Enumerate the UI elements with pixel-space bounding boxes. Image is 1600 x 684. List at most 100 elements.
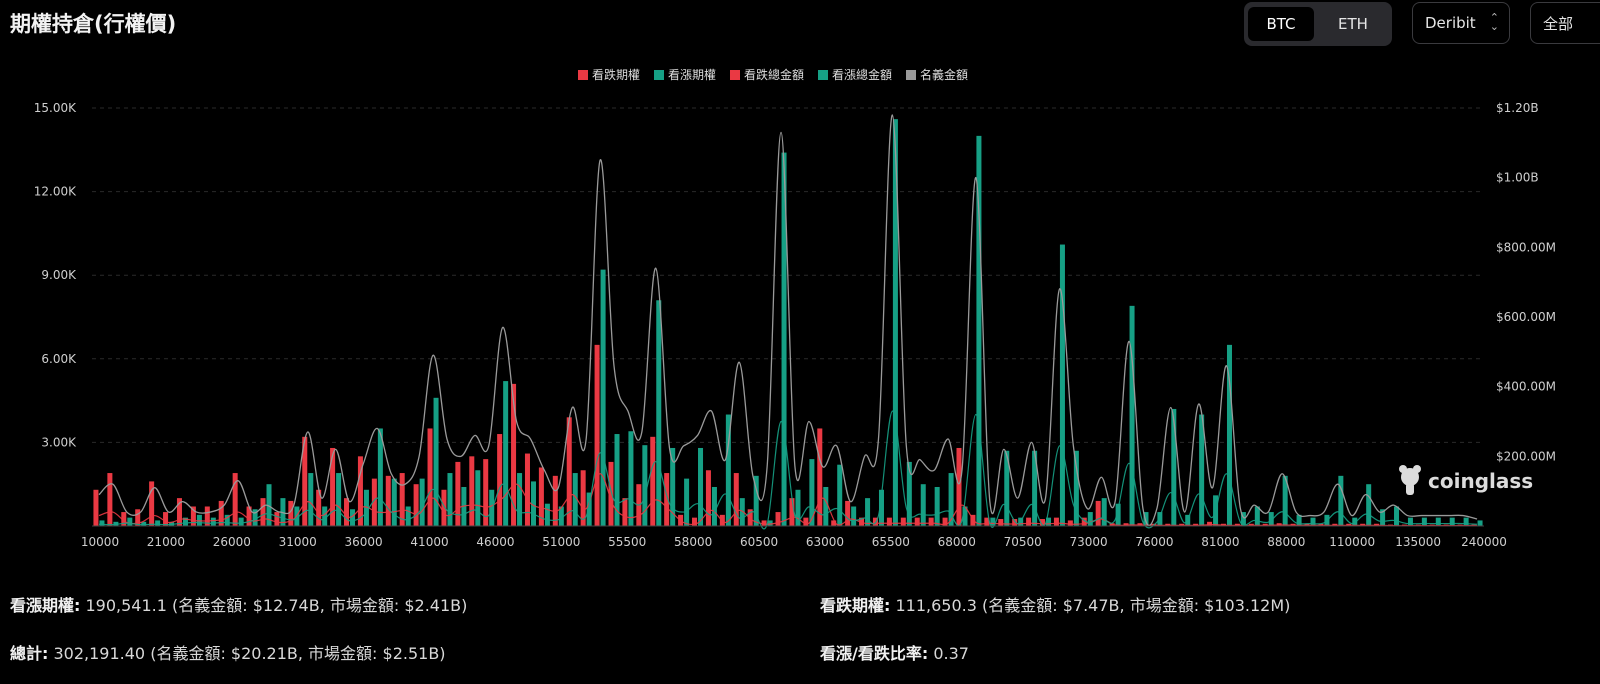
legend-label: 看漲總金額 [832, 67, 892, 82]
put-bar [789, 498, 795, 526]
call-bar [1004, 450, 1010, 526]
put-bar [483, 459, 489, 526]
call-bar [210, 517, 216, 526]
put-bar [107, 473, 113, 526]
call-bar [1310, 517, 1316, 526]
put-bar [692, 517, 698, 526]
stat-puts-label: 看跌期權: [820, 596, 891, 615]
call-bar [795, 489, 801, 526]
put-bar [1067, 520, 1073, 526]
put-bar [817, 428, 823, 526]
put-bar [566, 417, 572, 526]
call-bar [962, 506, 968, 526]
put-bar [733, 473, 739, 526]
y-left-tick-label: 3.00K [41, 435, 77, 449]
call-bar [1129, 305, 1135, 526]
put-bar [900, 517, 906, 526]
put-bar [803, 517, 809, 526]
put-bar [664, 473, 670, 526]
call-bar [809, 459, 815, 526]
call-bar [739, 498, 745, 526]
call-bar [530, 481, 536, 526]
call-bar [656, 300, 662, 526]
call-bar [684, 478, 690, 526]
open-interest-chart: 看跌期權 看漲期權 看跌總金額 看漲總金額 名義金額 3.00K 6.00K 9.00K 12… [34, 67, 1556, 549]
put-bar [886, 517, 892, 526]
call-bar [572, 473, 578, 526]
stat-calls: 看漲期權: 190,541.1 (名義金額: $12.74B, 市場金額: $2… [10, 592, 467, 616]
put-bar [218, 500, 224, 526]
call-bar [865, 498, 871, 526]
value-lines [98, 114, 1478, 530]
put-bar [970, 514, 976, 526]
call-bar [1338, 475, 1344, 526]
tab-btc[interactable]: BTC [1248, 7, 1314, 41]
call-bar [544, 503, 550, 526]
call-bar [851, 506, 857, 526]
call-bar [698, 447, 704, 526]
call-bar [1268, 512, 1274, 526]
call-bar [1463, 517, 1469, 526]
call-bar [753, 475, 759, 526]
call-bar [670, 447, 676, 526]
expiry-select[interactable]: 全部 [1530, 2, 1600, 44]
put-bar [1026, 517, 1032, 526]
stat-total-label: 總計: [10, 644, 49, 663]
call-bar [586, 492, 592, 526]
put-bar [650, 436, 656, 526]
put-bar [1109, 523, 1115, 526]
legend-label: 看漲期權 [668, 68, 716, 82]
put-bar [274, 512, 280, 526]
x-tick-label: 21000 [147, 535, 185, 549]
x-tick-label: 36000 [345, 535, 383, 549]
call-bar [1143, 512, 1149, 526]
legend-label: 看跌期權 [592, 67, 640, 82]
x-tick-label: 26000 [213, 535, 251, 549]
call-bar [1254, 506, 1260, 526]
y-left-tick-label: 6.00K [41, 352, 77, 366]
put-bar [149, 481, 155, 526]
call-bar [141, 521, 147, 526]
put-bar [1095, 500, 1101, 526]
put-bar [246, 506, 252, 526]
x-tick-label: 31000 [279, 535, 317, 549]
put-bar [998, 519, 1004, 526]
put-bar [1053, 517, 1059, 526]
call-bar [1185, 514, 1191, 526]
put-bar [775, 512, 781, 526]
put-bar [135, 509, 141, 526]
put-bar [385, 475, 391, 526]
call-bar [517, 473, 523, 526]
put-bar [511, 383, 517, 526]
call-bar [1032, 450, 1038, 526]
stat-ratio-label: 看漲/看跌比率: [820, 644, 929, 663]
legend-swatch [654, 70, 664, 80]
x-tick-label: 46000 [476, 535, 514, 549]
call-bar [1366, 484, 1372, 526]
y-right-tick-label: $800.00M [1496, 240, 1556, 254]
call-bar [224, 514, 230, 526]
call-bar [906, 461, 912, 526]
x-tick-label: 68000 [938, 535, 976, 549]
expiry-select-value: 全部 [1543, 14, 1574, 33]
call-bar [322, 506, 328, 526]
put-bar [705, 470, 711, 526]
legend-swatch [578, 70, 588, 80]
put-bar [455, 461, 461, 526]
call-bar [475, 470, 481, 526]
call-bar [1477, 520, 1483, 526]
exchange-select-value: Deribit [1425, 14, 1476, 32]
put-bar [163, 512, 169, 526]
exchange-select[interactable]: Deribit ⌃ ⌄ [1412, 2, 1510, 44]
call-bar [642, 445, 648, 526]
stat-total: 總計: 302,191.40 (名義金額: $20.21B, 市場金額: $2.… [10, 640, 446, 664]
updown-chevron-icon: ⌃ ⌄ [1489, 11, 1499, 33]
call-bar [600, 269, 606, 526]
x-tick-label: 73000 [1069, 535, 1107, 549]
y-left-tick-label: 12.00K [34, 185, 77, 199]
call-bar [892, 119, 898, 526]
tab-eth[interactable]: ETH [1338, 15, 1368, 33]
call-bar [155, 520, 161, 526]
call-bar [823, 486, 829, 526]
call-bar [1394, 506, 1400, 526]
